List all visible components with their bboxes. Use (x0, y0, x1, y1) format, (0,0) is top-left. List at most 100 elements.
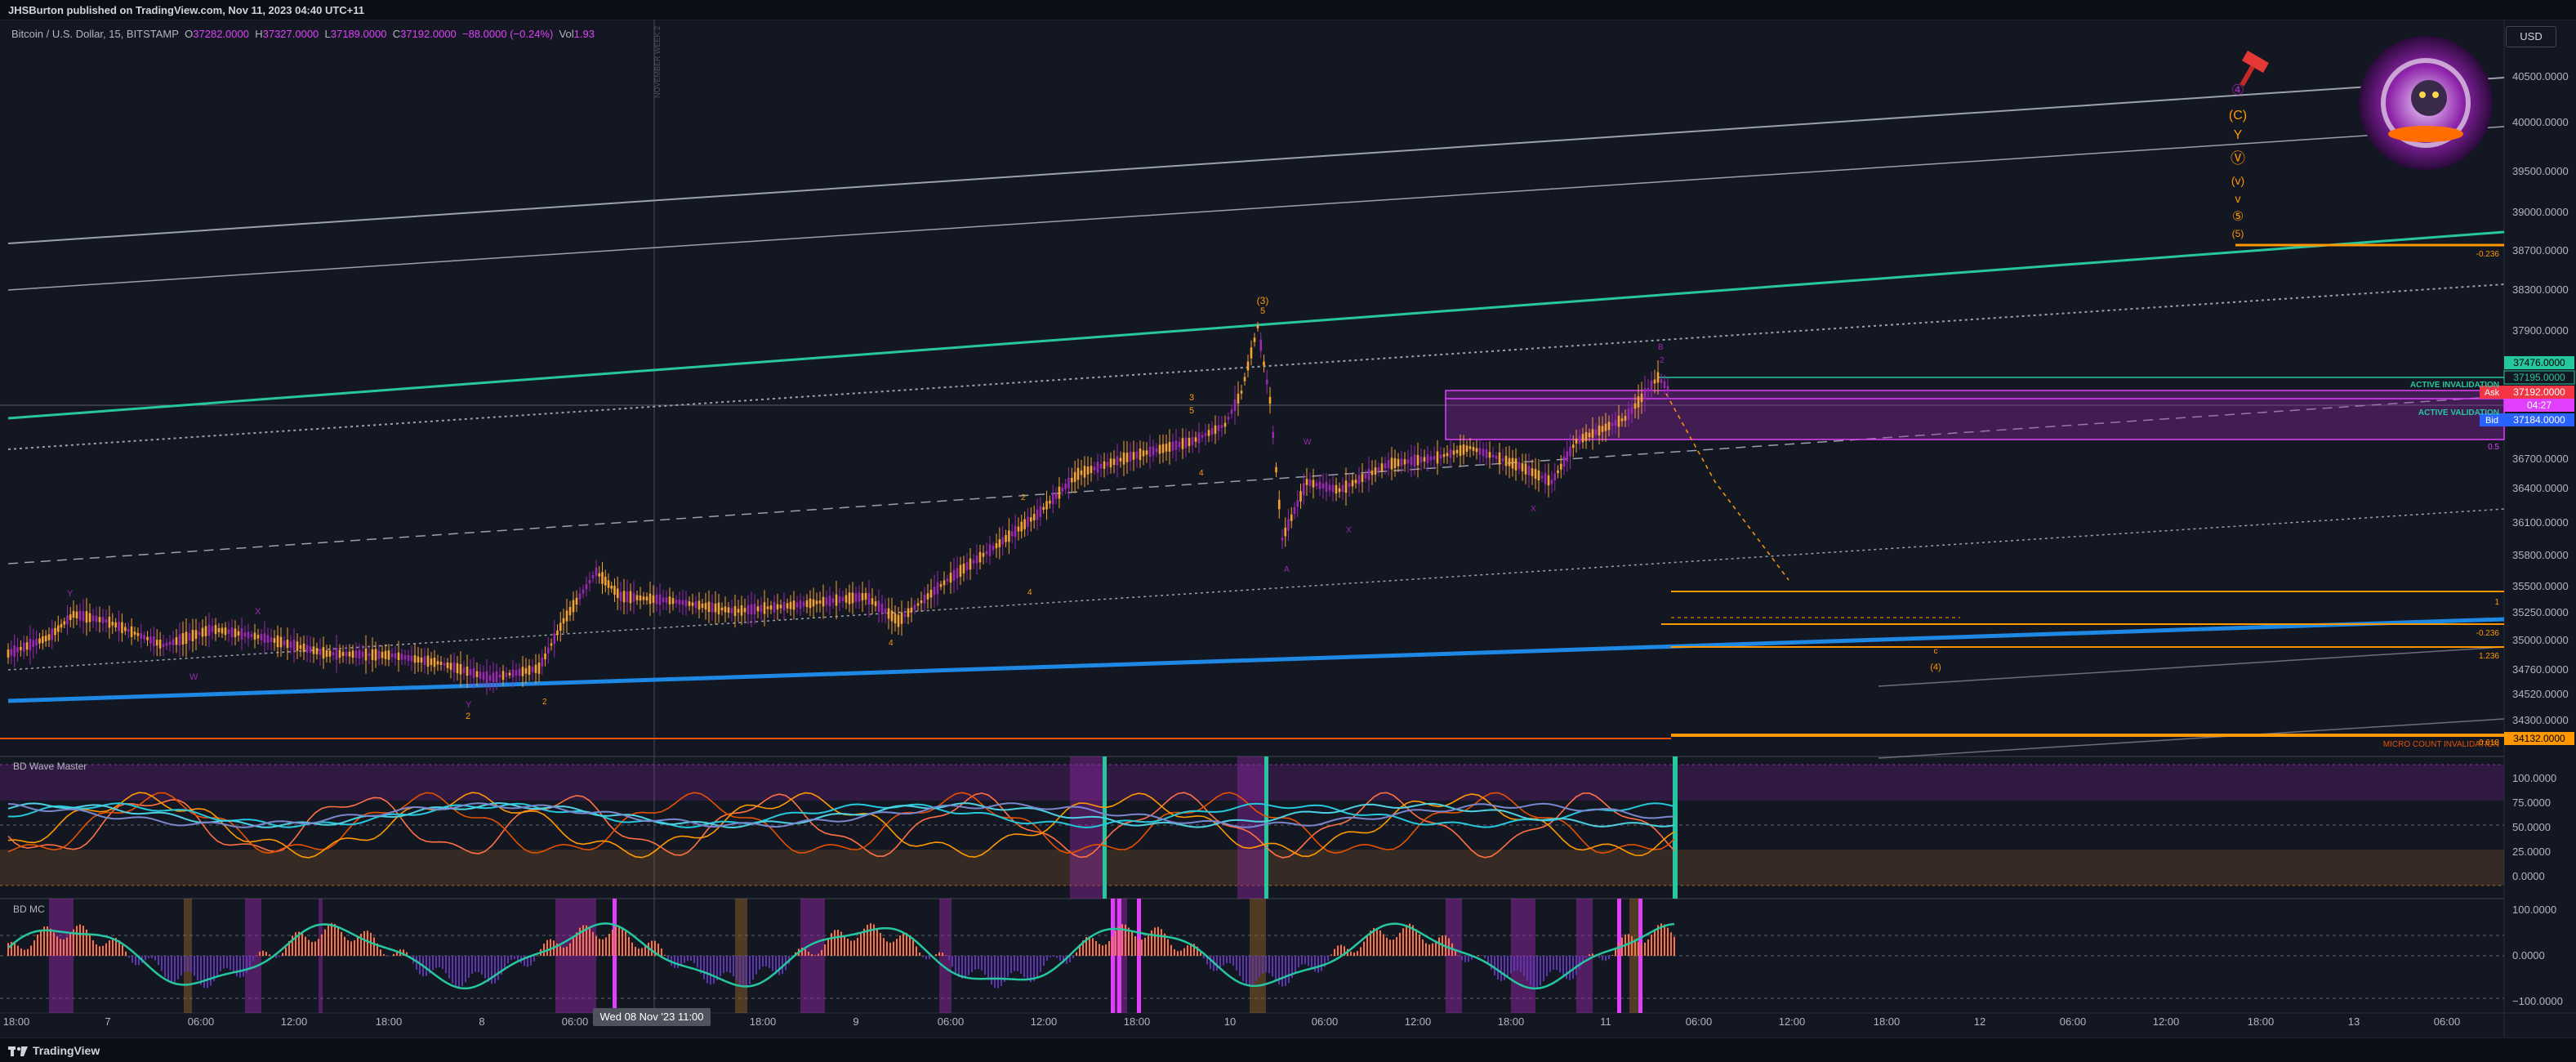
price-tick: 39000.0000 (2512, 206, 2569, 218)
candles-group[interactable] (7, 322, 1669, 695)
candle-body (671, 598, 675, 605)
purple-zone[interactable] (1445, 390, 2505, 440)
indicator1-tick: 75.0000 (2512, 796, 2551, 809)
blue-trend-line[interactable] (7, 617, 2505, 703)
candle-body (82, 611, 85, 622)
candle-body (1174, 440, 1178, 450)
candle-body (38, 638, 41, 644)
candle-body (704, 603, 707, 610)
time-tick: 7 (105, 1015, 110, 1028)
candle-body (1243, 377, 1246, 382)
indicator1-title[interactable]: BD Wave Master (13, 761, 87, 772)
wave-label-v-circle: Ⓥ (2231, 150, 2245, 167)
candle-body (1416, 455, 1419, 466)
teal-trend-line[interactable] (7, 230, 2505, 420)
candle-body (456, 663, 459, 674)
candle-body (1308, 479, 1312, 487)
price-tick: 35500.0000 (2512, 580, 2569, 592)
symbol-title[interactable]: Bitcoin / U.S. Dollar, 15, BITSTAMP (11, 28, 179, 40)
candle-body (482, 672, 485, 680)
candle-body (1527, 466, 1531, 475)
candle-body (1039, 506, 1042, 518)
candle-body (44, 636, 47, 642)
candle-body (1214, 425, 1217, 435)
candle-body (894, 613, 897, 624)
candle-body (1550, 480, 1553, 484)
candle-body (923, 594, 926, 604)
candle-body (632, 593, 635, 602)
candle-body (1099, 463, 1103, 469)
candle-body (982, 552, 985, 557)
volume-label: Vol (559, 28, 574, 40)
symbol-legend[interactable]: Bitcoin / U.S. Dollar, 15, BITSTAMP O372… (11, 28, 595, 40)
channel-line-upper-2[interactable] (7, 126, 2505, 291)
candle-body (381, 651, 384, 658)
candle-body (227, 629, 230, 634)
candle-body (374, 649, 377, 661)
mc-signal-line (7, 922, 1675, 990)
candle-body (809, 598, 812, 609)
candle-body (1478, 448, 1482, 455)
candle-body (943, 580, 946, 586)
candle-body (858, 592, 861, 602)
candle-body (1617, 415, 1620, 427)
candle-body (1468, 446, 1472, 449)
candle-body (292, 639, 296, 652)
candle-body (449, 663, 452, 670)
brand-text: TradingView (33, 1044, 100, 1057)
candle-body (315, 648, 319, 654)
indicator1-axis[interactable]: 100.0000 75.0000 50.0000 25.0000 0.0000 (2512, 772, 2556, 882)
lower-channel-line-2[interactable] (1878, 646, 2505, 687)
candle-body (1272, 431, 1275, 439)
candle-body (861, 593, 864, 600)
mc-highlight (319, 899, 323, 1013)
channel-line-upper[interactable] (7, 77, 2505, 244)
fib-mid: -0.236 (2476, 629, 2500, 638)
candle-body (773, 601, 776, 613)
indicator2-axis[interactable]: 100.0000 0.0000 −100.0000 (2512, 904, 2563, 1007)
brand[interactable]: TradingView (8, 1044, 100, 1057)
price-axis[interactable]: 40500.0000 40000.0000 39500.0000 39000.0000… (2512, 70, 2569, 726)
candle-body (1611, 422, 1614, 426)
candle-body (63, 621, 66, 625)
candle-body (978, 551, 982, 563)
mc-highlight (1576, 899, 1593, 1013)
candle-body (338, 649, 341, 658)
candle-body (1475, 448, 1478, 453)
candle-body (572, 600, 575, 613)
candle-body (1485, 449, 1488, 458)
candle-body (907, 608, 910, 618)
candle-body (60, 623, 63, 628)
candle-body (433, 658, 436, 667)
price-tick: 35250.0000 (2512, 606, 2569, 618)
candle-body (201, 627, 204, 637)
wave-z: 2 (542, 698, 547, 707)
candle-body (1240, 390, 1243, 394)
candle-body (204, 626, 207, 636)
candle-body (1514, 458, 1518, 471)
candle-body (805, 600, 809, 608)
candle-body (214, 625, 217, 635)
candle-body (185, 631, 188, 644)
candle-body (1594, 429, 1598, 435)
candle-body (1032, 514, 1036, 520)
candle-body (1220, 425, 1223, 428)
candle-body (1049, 500, 1051, 504)
channel-dashed[interactable] (7, 395, 2505, 564)
candle-body (691, 602, 694, 606)
currency-button[interactable]: USD (2506, 26, 2556, 47)
candle-body (217, 627, 221, 632)
candle-body (1188, 437, 1191, 447)
candle-body (769, 605, 773, 610)
publish-bar: JHSBurton published on TradingView.com, … (0, 0, 2576, 20)
candle-body (946, 578, 949, 582)
lower-channel-line[interactable] (1878, 718, 2505, 759)
candle-body (1598, 425, 1601, 436)
indicator2-title[interactable]: BD MC (13, 904, 45, 915)
candle-body (32, 640, 35, 647)
indicator2-tick: −100.0000 (2512, 995, 2563, 1007)
candle-body (1630, 406, 1633, 414)
candle-body (439, 662, 443, 665)
time-axis[interactable]: 18:00 7 06:00 12:00 18:00 8 06:00 18:00 9 06:00 12… (3, 1015, 2461, 1028)
